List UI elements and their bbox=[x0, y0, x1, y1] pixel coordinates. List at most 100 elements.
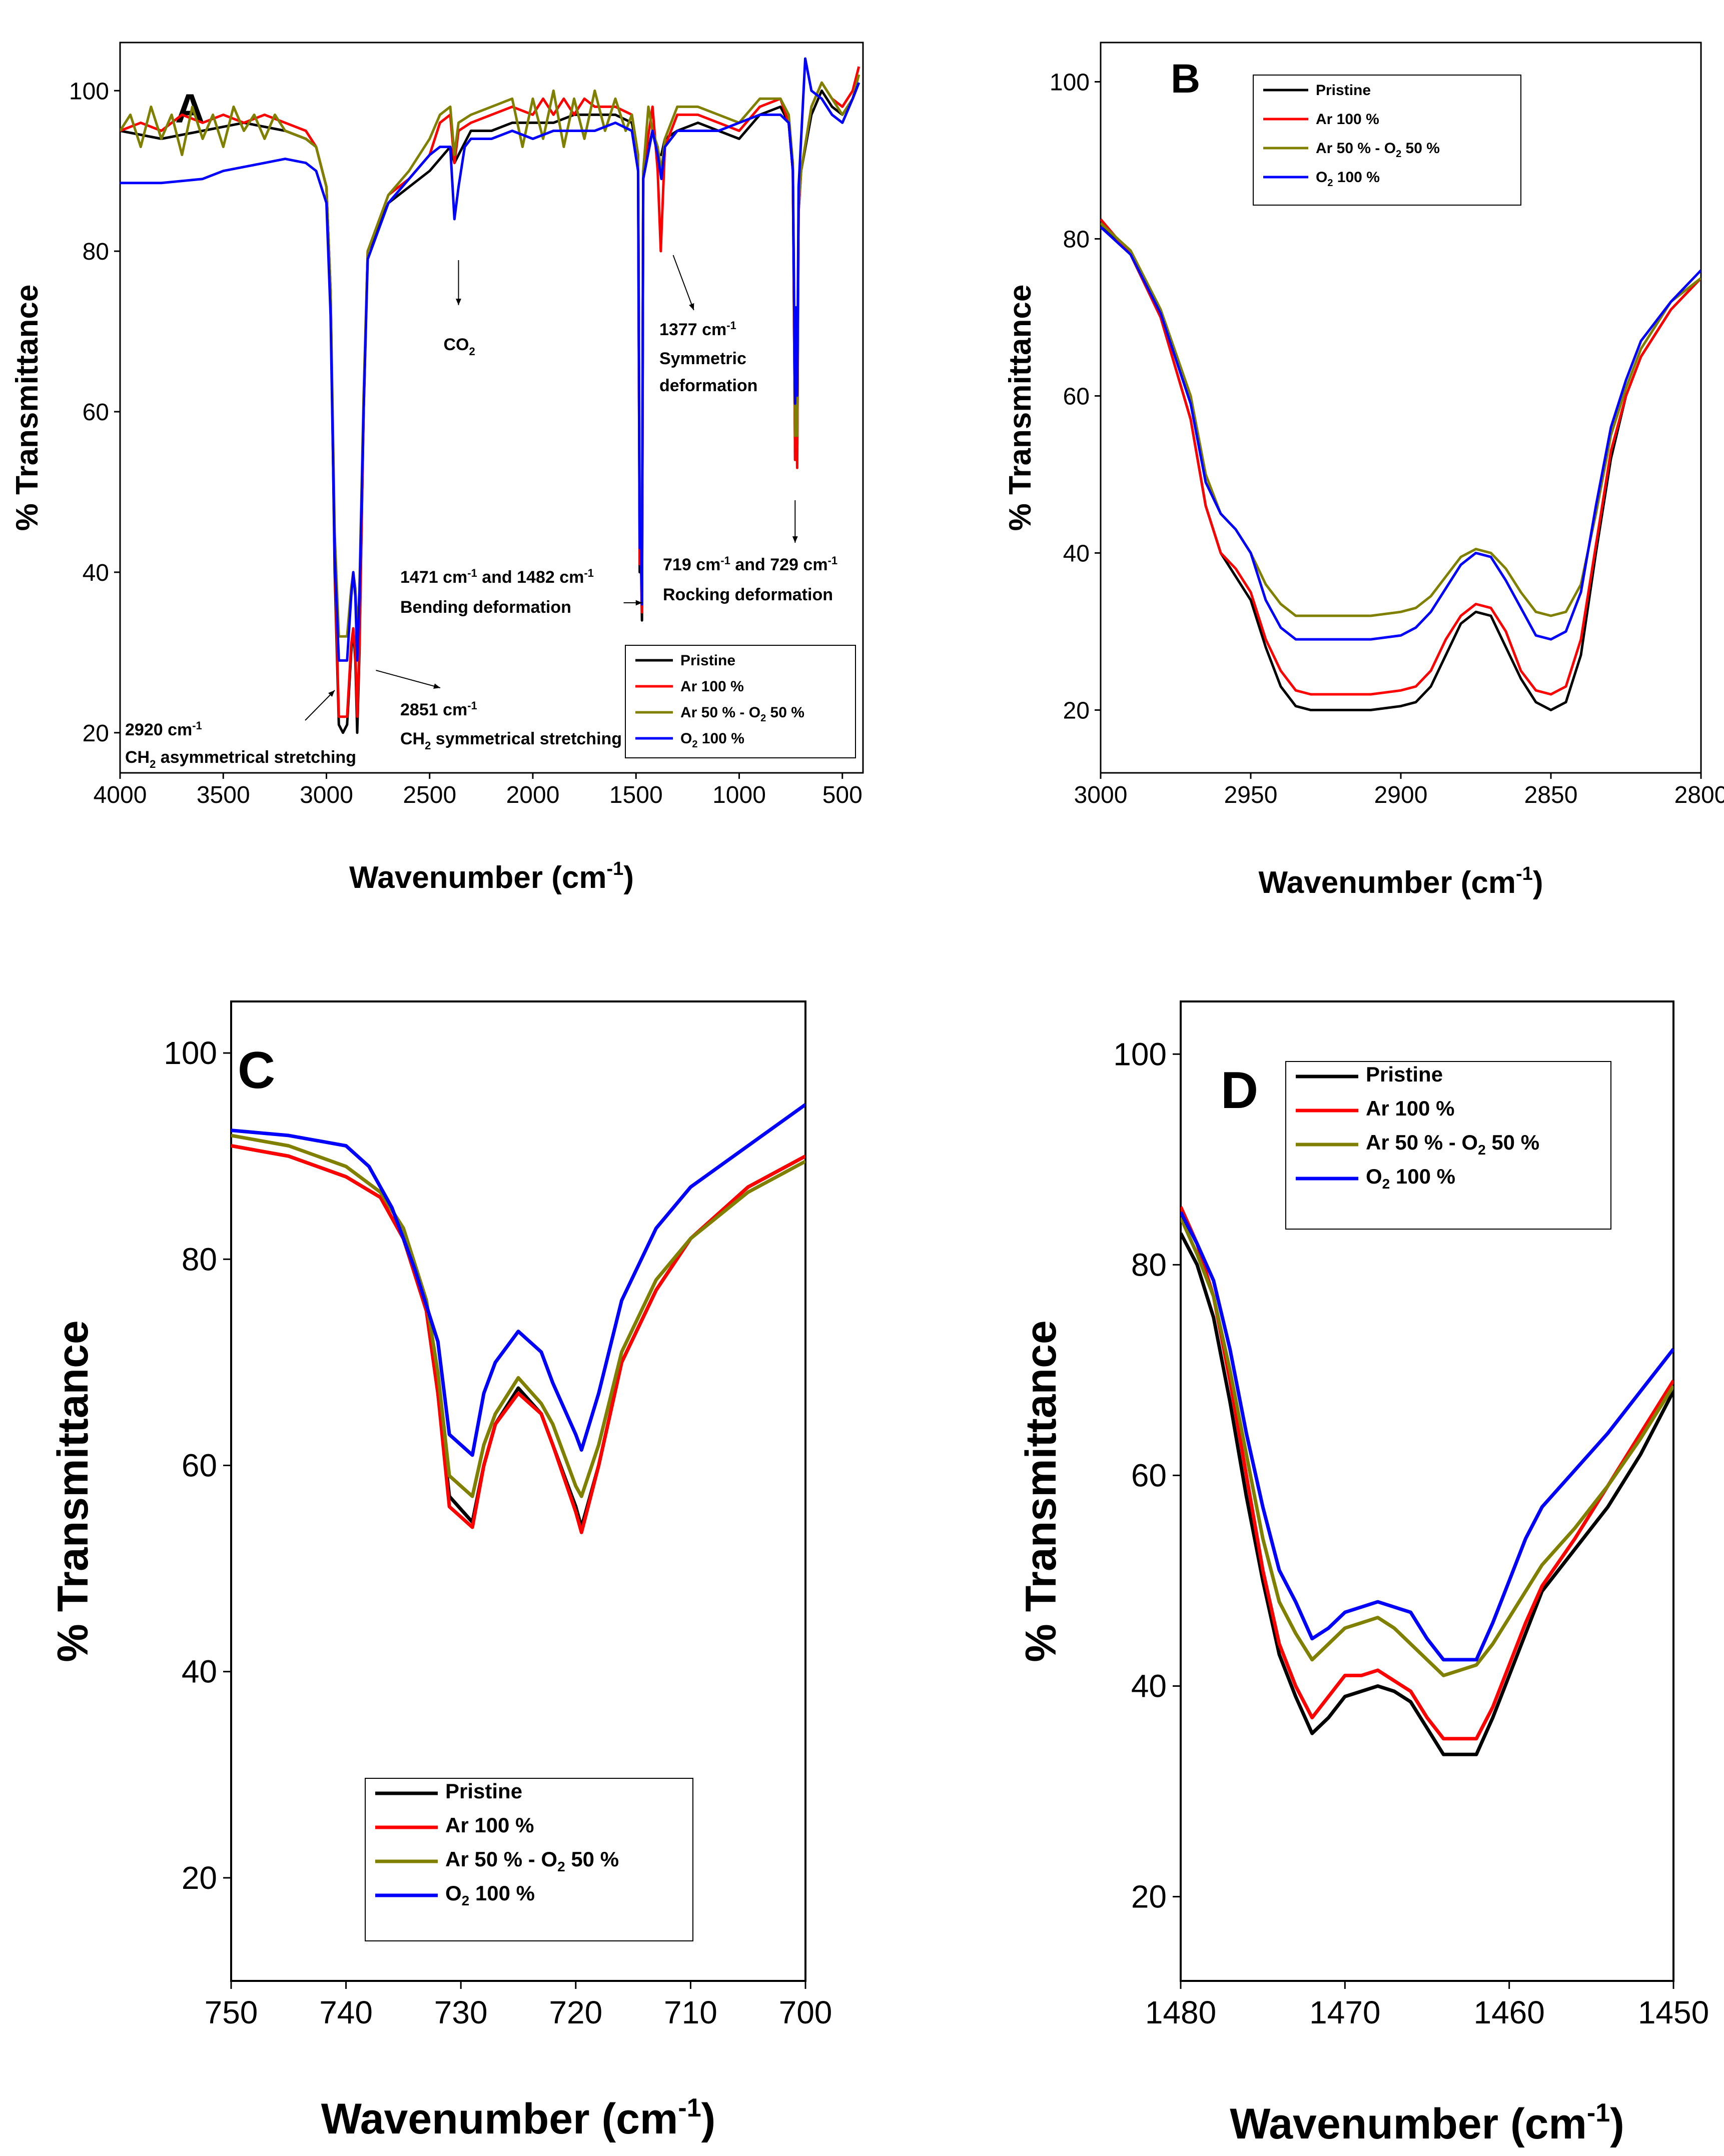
text-span: ) bbox=[1610, 2100, 1624, 2148]
text-span: O bbox=[445, 1881, 462, 1905]
text-span: 2 bbox=[1382, 1176, 1390, 1192]
y-tick-label: 60 bbox=[182, 1447, 217, 1483]
series-line-ar100 bbox=[231, 1144, 805, 1534]
plot-frame bbox=[230, 1000, 806, 1982]
annotation-1377-3: deformation bbox=[659, 376, 757, 395]
text-span: -1 bbox=[467, 699, 477, 712]
text-span: 50 % bbox=[1486, 1131, 1539, 1154]
text-span: and 1482 cm bbox=[477, 568, 584, 587]
panel-label: C bbox=[238, 1041, 275, 1100]
panel-c: 750 740 730 720 710 700 20 40 60 80 100 % Transmitt… bbox=[49, 1000, 832, 2143]
x-tick-label: 700 bbox=[779, 1994, 832, 2030]
text-span: Ar 50 % - O bbox=[680, 704, 760, 721]
series-line-ar50-o2-50 bbox=[1181, 1217, 1673, 1677]
legend-label: Pristine bbox=[1316, 82, 1371, 99]
text-span: 1471 cm bbox=[400, 568, 467, 587]
text-span: 2 bbox=[760, 713, 766, 724]
x-axis-label: Wavenumber (cm-1) bbox=[321, 2093, 716, 2143]
annotation-arrowhead bbox=[689, 303, 694, 310]
legend-label: Ar 50 % - O2 50 % bbox=[445, 1847, 619, 1874]
legend-label: Pristine bbox=[680, 652, 735, 669]
y-tick-label: 60 bbox=[83, 399, 109, 426]
text-span: 2 bbox=[462, 1893, 470, 1908]
legend-label: Ar 100 % bbox=[680, 678, 744, 695]
panel-label: A bbox=[175, 86, 205, 132]
text-span: -1 bbox=[607, 858, 624, 879]
text-span: CH bbox=[400, 729, 425, 748]
x-tick-label: 1480 bbox=[1145, 1994, 1216, 2030]
legend-label: Ar 100 % bbox=[445, 1813, 534, 1837]
text-span: -1 bbox=[828, 554, 838, 567]
x-tick-label: 2900 bbox=[1374, 782, 1428, 808]
panel-label: B bbox=[1171, 56, 1200, 102]
text-span: -1 bbox=[726, 319, 736, 332]
text-span: -1 bbox=[467, 567, 477, 579]
y-tick-label: 20 bbox=[1063, 697, 1090, 724]
panel-d: 1480 1470 1460 1450 20 40 60 80 100 % Transmittan… bbox=[1017, 1000, 1709, 2148]
series-line-ar100 bbox=[1101, 218, 1701, 696]
text-span: 719 cm bbox=[663, 555, 720, 574]
y-axis-label: % Transmittance bbox=[10, 285, 45, 531]
y-tick-label: 100 bbox=[1113, 1036, 1167, 1072]
series-line-pristine bbox=[1101, 222, 1701, 711]
legend-label: O2 100 % bbox=[445, 1881, 535, 1908]
series-line-ar100 bbox=[1181, 1206, 1673, 1741]
y-tick-label: 40 bbox=[182, 1654, 217, 1690]
annotation-719: 719 cm-1 and 729 cm-1 bbox=[663, 554, 837, 574]
x-tick-label: 4000 bbox=[94, 782, 147, 808]
y-tick-label: 80 bbox=[182, 1241, 217, 1277]
text-span: 2 bbox=[692, 739, 697, 750]
plot-frame bbox=[119, 42, 864, 774]
text-span: -1 bbox=[584, 567, 594, 579]
x-tick-label: 1500 bbox=[609, 782, 663, 808]
text-span: -1 bbox=[192, 719, 202, 732]
text-span: 100 % bbox=[1390, 1165, 1455, 1188]
text-span: 2 bbox=[557, 1859, 565, 1874]
text-span: -1 bbox=[678, 2093, 701, 2122]
annotation-1377: 1377 cm-1 bbox=[659, 319, 736, 339]
text-span: Pristine bbox=[1366, 1062, 1443, 1086]
text-span: Ar 50 % - O bbox=[1316, 140, 1396, 157]
x-tick-label: 3000 bbox=[300, 782, 353, 808]
annotation-1471: 1471 cm-1 and 1482 cm-1 bbox=[400, 567, 594, 587]
text-span: 50 % bbox=[766, 704, 804, 721]
y-tick-label: 80 bbox=[1063, 226, 1090, 253]
annotation-arrow bbox=[672, 255, 694, 311]
x-tick-label: 1460 bbox=[1473, 1994, 1544, 2030]
y-tick-label: 60 bbox=[1131, 1457, 1167, 1493]
text-span: 2 bbox=[1396, 149, 1401, 160]
text-span: 2851 cm bbox=[400, 700, 467, 719]
legend-label: O2 100 % bbox=[1316, 169, 1380, 189]
text-span: Pristine bbox=[445, 1779, 522, 1803]
annotation-2920-2: CH2 asymmetrical stretching bbox=[125, 748, 356, 770]
annotation-arrowhead bbox=[792, 536, 798, 543]
y-axis-label: % Transmittance bbox=[1017, 1320, 1065, 1662]
series-line-ar50-o2-50 bbox=[231, 1134, 805, 1498]
text-span: 2 bbox=[1478, 1142, 1486, 1158]
legend-label: Ar 50 % - O2 50 % bbox=[680, 704, 804, 724]
text-span: ) bbox=[1533, 865, 1543, 900]
annotation-2851: 2851 cm-1 bbox=[400, 699, 477, 719]
legend-label: Pristine bbox=[1366, 1062, 1443, 1086]
series-line-o2-100 bbox=[1181, 1211, 1673, 1662]
text-span: Wavenumber (cm bbox=[1230, 2100, 1587, 2148]
series-line-pristine bbox=[231, 1144, 805, 1529]
text-span: ) bbox=[701, 2095, 716, 2143]
y-tick-label: 20 bbox=[83, 720, 109, 747]
text-span: 50 % bbox=[1401, 140, 1440, 157]
x-tick-label: 2800 bbox=[1674, 782, 1724, 808]
x-tick-label: 740 bbox=[319, 1994, 373, 2030]
text-span: 100 % bbox=[697, 730, 744, 747]
text-span: Pristine bbox=[680, 652, 735, 669]
text-span: 2 bbox=[1327, 178, 1333, 189]
text-span: -1 bbox=[1516, 863, 1533, 884]
plot-frame bbox=[1180, 1000, 1674, 1982]
annotation-2920: 2920 cm-1 bbox=[125, 719, 202, 739]
y-axis-label: % Transmittance bbox=[49, 1320, 97, 1662]
y-tick-label: 100 bbox=[1050, 69, 1090, 96]
y-tick-label: 20 bbox=[182, 1860, 217, 1896]
x-tick-label: 2000 bbox=[506, 782, 560, 808]
x-tick-label: 710 bbox=[664, 1994, 717, 2030]
text-span: Pristine bbox=[1316, 82, 1371, 99]
text-span: ) bbox=[623, 860, 634, 895]
